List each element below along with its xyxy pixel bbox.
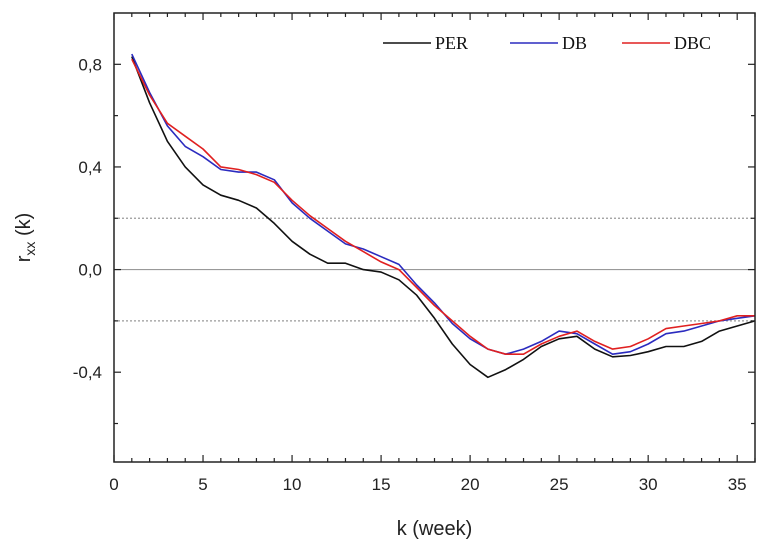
y-axis-label-suffix: (k) — [13, 213, 35, 242]
x-tick-label: 0 — [109, 475, 118, 494]
legend: PER DB DBC — [383, 33, 711, 53]
axis-ticks — [113, 13, 756, 462]
x-tick-label: 35 — [728, 475, 747, 494]
series-line-db — [131, 53, 756, 356]
y-tick-label: 0,4 — [78, 158, 102, 177]
tick-labels: 0 5 10 15 20 25 30 35 0,8 0,4 0,0 -0,4 — [73, 55, 747, 494]
x-tick-label: 5 — [198, 475, 207, 494]
series-line-dbc — [131, 58, 755, 356]
x-tick-label: 10 — [283, 475, 302, 494]
x-tick-label: 20 — [461, 475, 480, 494]
y-axis-label-subscript: xx — [22, 242, 38, 256]
series-line-per — [131, 56, 756, 379]
x-axis-label: k (week) — [397, 518, 473, 540]
legend-label-per: PER — [435, 33, 468, 53]
x-tick-label: 30 — [639, 475, 658, 494]
y-tick-label: 0,8 — [78, 55, 102, 74]
plot-frame — [113, 12, 756, 463]
x-tick-label: 25 — [550, 475, 569, 494]
series-lines — [131, 53, 756, 379]
y-tick-label: -0,4 — [73, 363, 102, 382]
legend-label-db: DB — [562, 33, 587, 53]
x-tick-label: 15 — [372, 475, 391, 494]
reference-lines — [114, 217, 755, 322]
y-axis-label: rxx (k) — [13, 213, 38, 263]
y-axis-label-main: r — [13, 255, 35, 262]
legend-label-dbc: DBC — [674, 33, 711, 53]
y-tick-label: 0,0 — [78, 261, 102, 280]
